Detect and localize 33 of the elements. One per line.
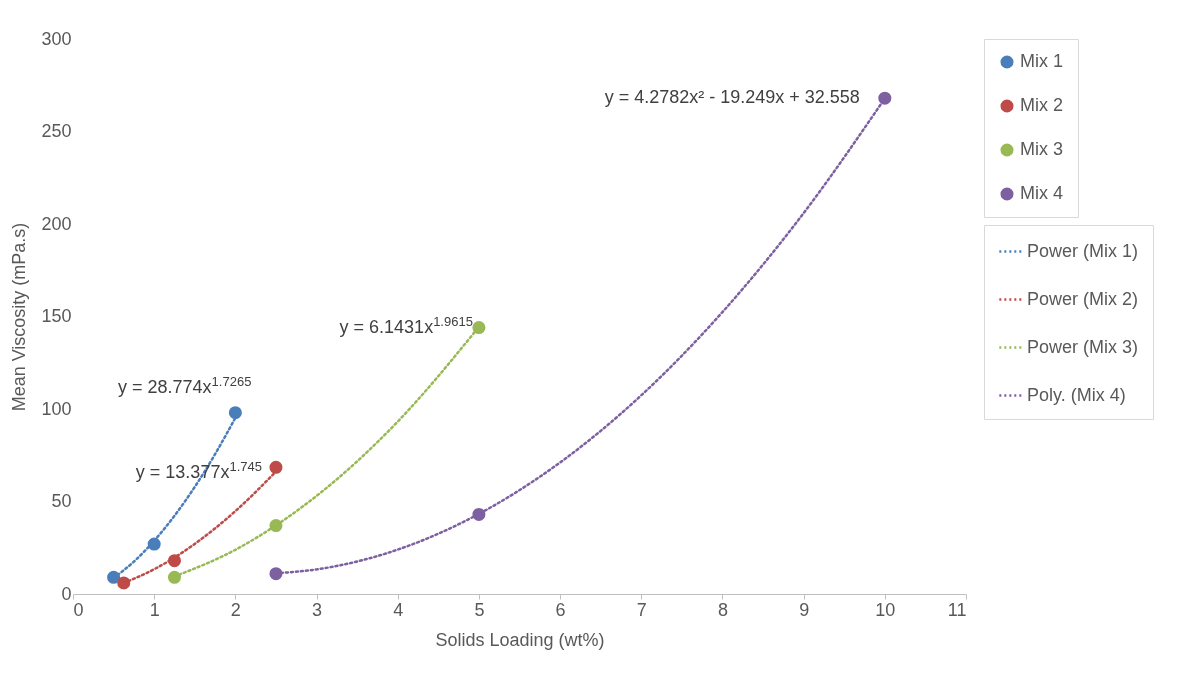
legend-label: Poly. (Mix 4)	[1027, 384, 1126, 405]
x-tick-label: 1	[149, 599, 160, 620]
x-tick-label: 8	[717, 599, 728, 620]
y-tick-label: 100	[41, 398, 72, 419]
x-tick-label: 2	[230, 599, 241, 620]
y-tick-label: 250	[41, 121, 72, 141]
legend-label: Mix 4	[1020, 183, 1064, 203]
annotation: y = 28.774x$^{1.7265}$	[118, 373, 252, 397]
x-tick-label: 11	[947, 599, 967, 620]
legend-label: Power (Mix 2)	[1027, 288, 1139, 309]
legend-label: Mix 2	[1020, 95, 1064, 115]
point	[269, 460, 283, 474]
annotation: y = 6.1431x$^{1.9615}$	[339, 313, 473, 337]
x-tick-label: 7	[636, 599, 647, 620]
y-tick-label: 50	[51, 491, 72, 511]
x-tick-label: 10	[875, 599, 896, 620]
x-axis-title: Solids Loading (wt%)	[435, 629, 605, 650]
legend-label: Power (Mix 1)	[1027, 240, 1139, 261]
legend-label: Power (Mix 3)	[1027, 336, 1139, 357]
x-tick-label: 5	[474, 599, 485, 620]
annotation: y = 4.2782x² - 19.249x + 32.558	[604, 87, 860, 108]
y-tick-label: 300	[41, 28, 72, 49]
legend-label: Mix 1	[1020, 51, 1064, 71]
x-tick-label: 9	[799, 599, 810, 620]
y-tick-label: 0	[61, 583, 72, 604]
y-axis-title: Mean Viscosity (mPa.s)	[9, 222, 30, 412]
y-tick-label: 150	[41, 306, 72, 326]
legend-label: Mix 3	[1020, 139, 1064, 159]
x-tick-label: 6	[555, 599, 566, 620]
x-tick-label: 4	[393, 599, 404, 620]
y-tick-label: 200	[41, 213, 72, 234]
point	[228, 406, 242, 420]
x-tick-label: 3	[312, 599, 323, 620]
